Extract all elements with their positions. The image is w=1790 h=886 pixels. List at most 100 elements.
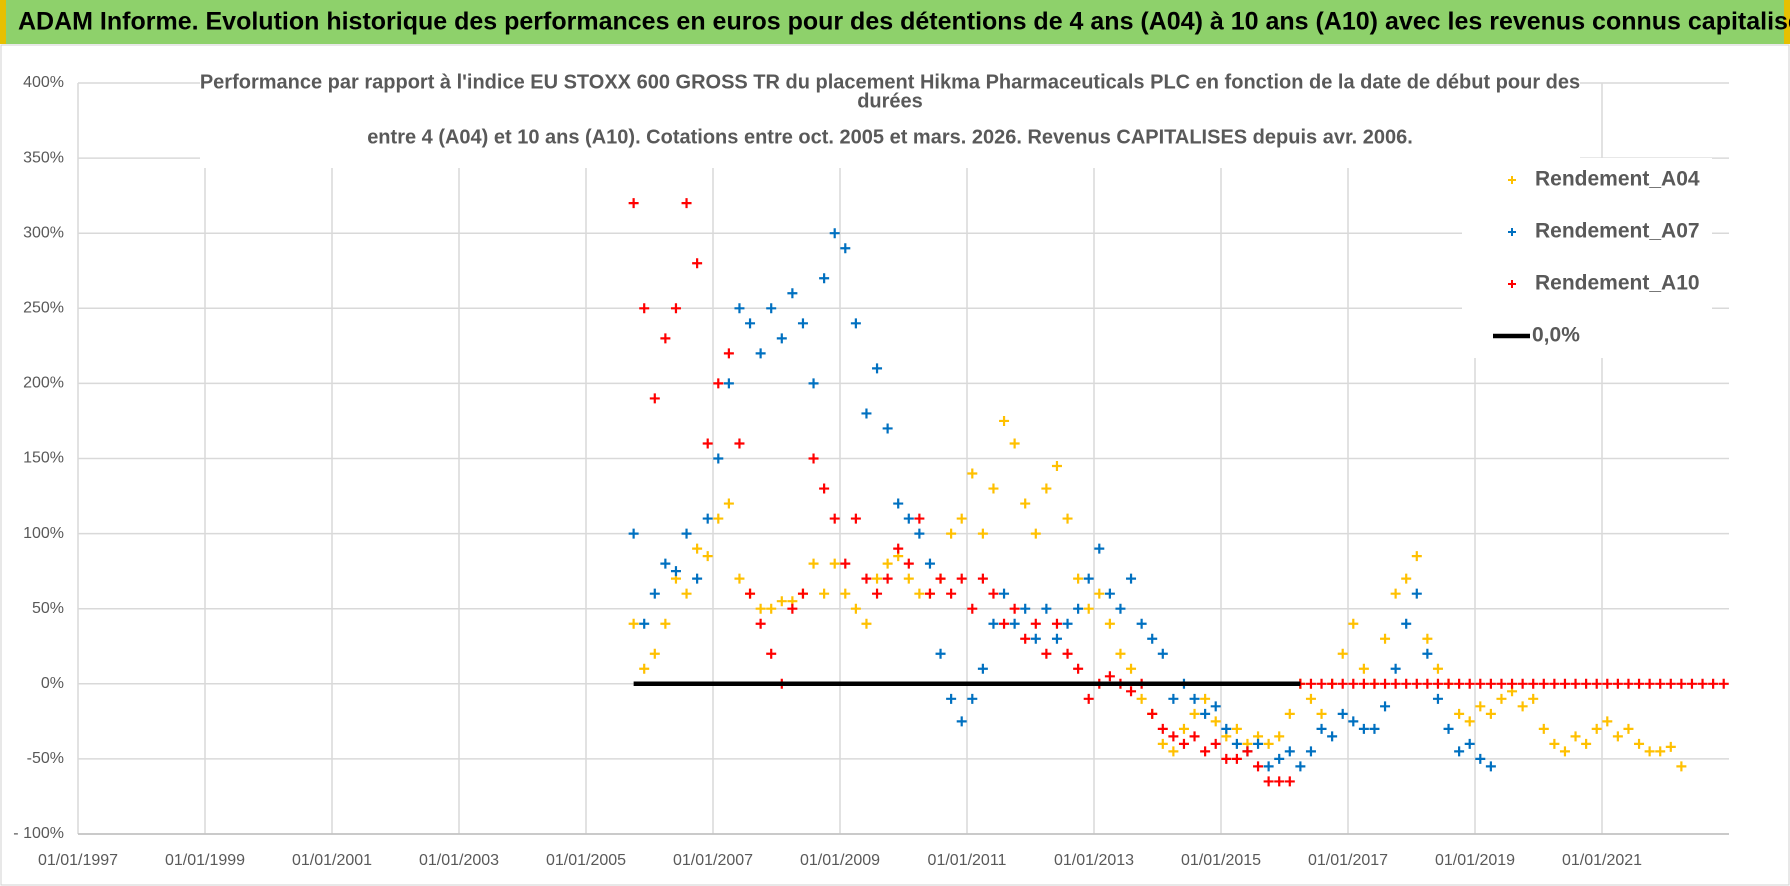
scatter-point — [1094, 543, 1105, 554]
scatter-point — [1200, 746, 1211, 757]
scatter-point — [946, 588, 957, 599]
scatter-point — [850, 513, 861, 524]
scatter-point — [1168, 746, 1179, 757]
scatter-point — [1231, 723, 1242, 734]
scatter-point — [639, 618, 650, 629]
scatter-point — [1390, 588, 1401, 599]
scatter-point — [1485, 678, 1496, 689]
scatter-point — [1401, 573, 1412, 584]
scatter-point — [1253, 761, 1264, 772]
scatter-point — [967, 693, 978, 704]
scatter-point — [1305, 746, 1316, 757]
scatter-point — [1570, 678, 1581, 689]
scatter-point — [840, 558, 851, 569]
x-tick-label: 01/01/2009 — [800, 852, 880, 869]
scatter-point — [977, 528, 988, 539]
scatter-point — [1221, 753, 1232, 764]
scatter-point — [1030, 528, 1041, 539]
scatter-point — [692, 543, 703, 554]
scatter-point — [1369, 678, 1380, 689]
scatter-point — [1136, 618, 1147, 629]
scatter-point — [1147, 633, 1158, 644]
scatter-point — [1475, 701, 1486, 712]
scatter-point — [1221, 723, 1232, 734]
scatter-point — [967, 603, 978, 614]
scatter-point — [1644, 746, 1655, 757]
scatter-point — [956, 573, 967, 584]
legend-label: 0,0% — [1532, 324, 1580, 347]
header-title: ADAM Informe. Evolution historique des p… — [18, 8, 1790, 36]
scatter-point — [967, 468, 978, 479]
scatter-point — [946, 528, 957, 539]
scatter-point — [1443, 723, 1454, 734]
scatter-point — [1559, 678, 1570, 689]
x-tick-label: 01/01/2011 — [928, 852, 1007, 869]
legend-background — [1462, 158, 1712, 358]
scatter-point — [1263, 761, 1274, 772]
scatter-point — [1009, 603, 1020, 614]
scatter-point — [649, 648, 660, 659]
scatter-point — [649, 588, 660, 599]
scatter-point — [1210, 738, 1221, 749]
scatter-point — [1126, 663, 1137, 674]
scatter-point — [903, 573, 914, 584]
scatter-point — [1612, 731, 1623, 742]
scatter-point — [1316, 678, 1327, 689]
scatter-point — [1305, 693, 1316, 704]
scatter-point — [1073, 603, 1084, 614]
y-tick-label: 400% — [23, 74, 64, 91]
legend-marker — [1508, 176, 1516, 184]
scatter-point — [1602, 716, 1613, 727]
scatter-point — [808, 558, 819, 569]
scatter-point — [893, 543, 904, 554]
scatter-point — [766, 603, 777, 614]
scatter-point — [713, 453, 724, 464]
scatter-point — [1337, 678, 1348, 689]
scatter-point — [745, 318, 756, 329]
scatter-point — [1062, 648, 1073, 659]
header-band — [0, 0, 1790, 44]
scatter-point — [1422, 648, 1433, 659]
y-tick-label: 0% — [41, 675, 64, 692]
scatter-point — [1422, 633, 1433, 644]
scatter-point — [1485, 708, 1496, 719]
scatter-point — [1126, 573, 1137, 584]
scatter-point — [1454, 746, 1465, 757]
scatter-point — [1570, 731, 1581, 742]
scatter-point — [1454, 678, 1465, 689]
scatter-point — [1623, 723, 1634, 734]
scatter-point — [956, 513, 967, 524]
scatter-point — [1475, 678, 1486, 689]
scatter-point — [1327, 731, 1338, 742]
scatter-point — [1157, 648, 1168, 659]
scatter-point — [1665, 741, 1676, 752]
scatter-point — [1581, 738, 1592, 749]
scatter-point — [829, 513, 840, 524]
scatter-point — [1591, 678, 1602, 689]
scatter-point — [692, 573, 703, 584]
scatter-point — [1073, 663, 1084, 674]
scatter-point — [702, 551, 713, 562]
scatter-point — [872, 573, 883, 584]
scatter-point — [1274, 776, 1285, 787]
scatter-point — [1665, 678, 1676, 689]
scatter-point — [1316, 708, 1327, 719]
scatter-point — [819, 273, 830, 284]
scatter-point — [1083, 603, 1094, 614]
scatter-point — [1549, 738, 1560, 749]
scatter-point — [988, 588, 999, 599]
scatter-point — [914, 513, 925, 524]
y-tick-label: 250% — [23, 300, 64, 317]
scatter-point — [766, 648, 777, 659]
scatter-point — [1432, 663, 1443, 674]
scatter-point — [1496, 678, 1507, 689]
scatter-point — [660, 333, 671, 344]
scatter-point — [1189, 708, 1200, 719]
scatter-point — [1104, 588, 1115, 599]
scatter-point — [1274, 753, 1285, 764]
scatter-point — [776, 596, 787, 607]
header-edge — [1784, 0, 1790, 44]
scatter-point — [840, 243, 851, 254]
scatter-point — [1020, 498, 1031, 509]
scatter-point — [670, 566, 681, 577]
